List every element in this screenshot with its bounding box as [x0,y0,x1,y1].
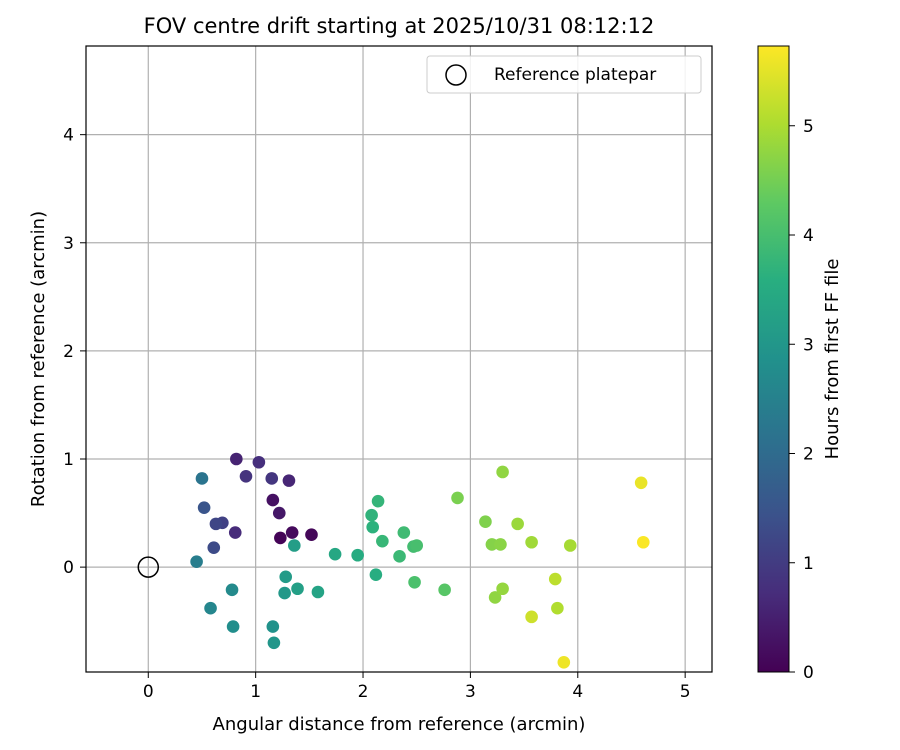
colorbar-label: Hours from first FF file [822,259,843,460]
data-point [279,570,293,584]
data-point [265,472,279,485]
data-point [551,601,564,615]
data-points [190,452,650,669]
colorbar-tick-label: 2 [803,445,814,465]
data-point [266,493,280,507]
data-point [371,494,385,508]
data-point [496,465,509,479]
legend-box [426,55,702,94]
data-point [496,582,509,596]
data-point [369,568,383,581]
x-tick-label: 0 [143,682,154,702]
data-point [328,547,342,561]
data-point [209,517,223,531]
data-point [488,591,502,604]
data-point [408,575,421,589]
data-point [225,583,239,597]
data-point [494,538,507,551]
colorbar-gradient [757,45,790,673]
data-point [226,620,240,633]
data-point [634,476,648,490]
data-point [267,636,281,650]
grid-lines [86,46,712,672]
data-point [351,548,364,562]
data-point [285,526,299,539]
data-point [230,452,243,466]
x-tick-label: 4 [572,682,583,702]
colorbar-tick-label: 1 [803,554,814,574]
data-point [195,472,209,485]
y-tick-label: 3 [63,234,74,254]
data-point [272,506,286,520]
data-point [557,655,571,669]
data-point [207,541,221,554]
data-point [291,582,304,596]
y-axis-label: Rotation from reference (arcmin) [28,211,49,507]
data-point [525,535,538,549]
data-point [239,470,253,483]
legend: Reference platepar [426,55,702,94]
data-point [548,572,562,586]
data-point [311,585,325,599]
data-point [479,515,492,529]
y-tick-label: 4 [63,126,74,146]
y-tick-label: 2 [63,342,74,362]
data-point [305,528,318,541]
data-point [190,555,203,569]
data-point [397,526,411,539]
x-tick-label: 1 [250,682,261,702]
data-point [282,474,296,487]
x-tick-label: 3 [465,682,476,702]
colorbar-tick-label: 4 [803,226,814,246]
reference-marker [137,556,160,578]
data-point [366,520,379,534]
y-tick-label: 1 [63,450,74,470]
data-point [204,601,217,615]
data-point [288,539,301,552]
plot-frame [85,45,713,673]
data-point [365,508,378,522]
data-point [511,517,524,531]
legend-label-reference: Reference platepar [494,65,656,85]
data-point [525,610,538,624]
x-tick-label: 5 [680,682,691,702]
colorbar-tick-label: 0 [803,663,814,683]
colorbar-ticks: 0 1 2 3 4 5 [789,117,814,683]
colorbar-tick-label: 3 [803,335,814,355]
data-point [636,535,650,549]
data-point [266,620,280,633]
data-point [197,501,211,514]
chart-title: FOV centre drift starting at 2025/10/31 … [144,14,655,38]
data-point [438,583,451,597]
data-point [410,539,424,552]
data-point [563,539,577,552]
reference-point [137,556,160,578]
x-axis-ticks: 0 1 2 3 4 5 [143,672,691,702]
y-tick-label: 0 [63,558,74,578]
data-point [376,534,389,548]
data-point [252,455,266,469]
y-axis-ticks: 0 1 2 3 4 [63,126,86,578]
colorbar-tick-label: 5 [803,117,814,137]
colorbar: 0 1 2 3 4 5 Hours from first FF file [757,45,843,683]
data-point [451,491,464,505]
x-tick-label: 2 [358,682,369,702]
data-point [278,586,291,600]
data-point [228,526,242,539]
data-point [274,531,287,545]
data-point [393,550,406,563]
legend-marker-reference [445,64,467,86]
x-axis-label: Angular distance from reference (arcmin) [213,714,586,735]
